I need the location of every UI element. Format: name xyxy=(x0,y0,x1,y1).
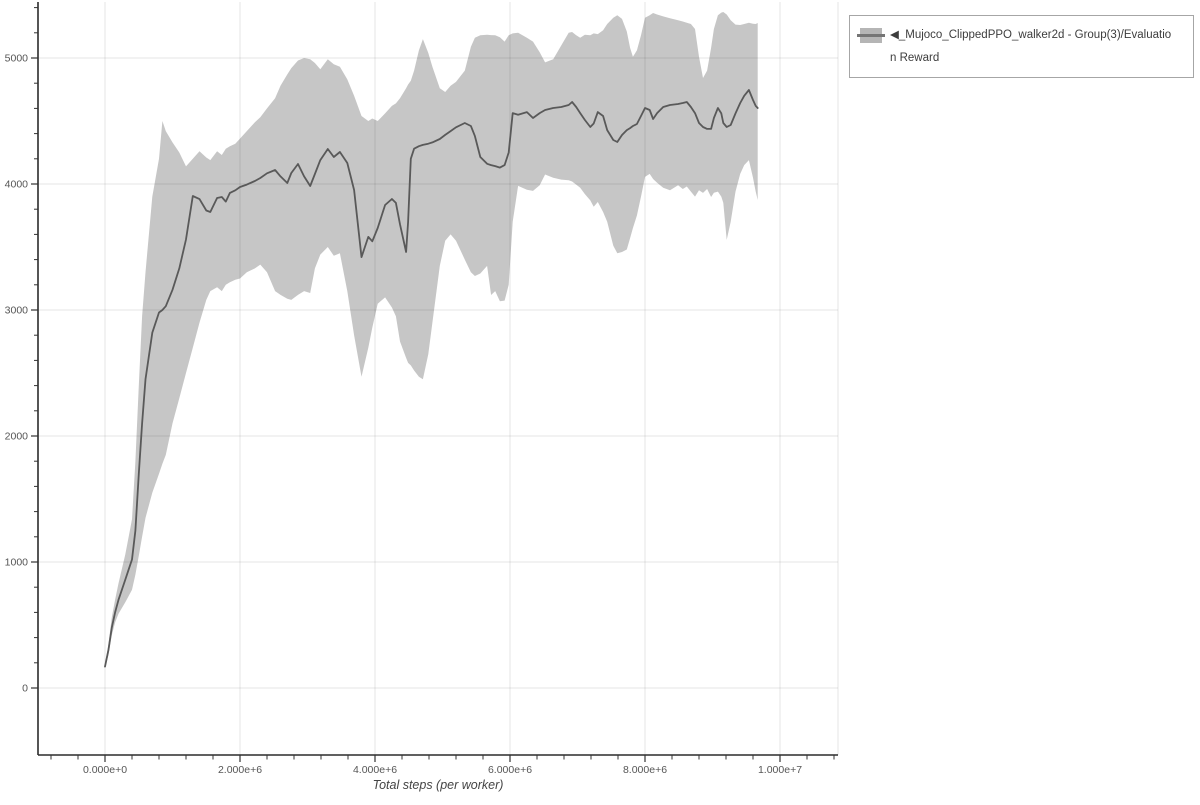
legend-item[interactable]: ◀_Mujoco_ClippedPPO_walker2d - Group(3)/… xyxy=(857,24,1183,70)
x-tick-label: 8.000e+6 xyxy=(623,764,667,776)
y-tick-label: 2000 xyxy=(5,431,29,443)
y-tick-label: 4000 xyxy=(5,179,29,191)
mean-reward-line xyxy=(104,89,759,668)
x-tick-label: 0.000e+0 xyxy=(83,764,127,776)
y-tick-label: 5000 xyxy=(5,53,29,65)
y-tick-label: 3000 xyxy=(5,305,29,317)
x-axis-title: Total steps (per worker) xyxy=(373,778,504,792)
x-tick-label: 4.000e+6 xyxy=(353,764,397,776)
legend-label-line1: ◀_Mujoco_ClippedPPO_walker2d - Group(3)/… xyxy=(890,29,1172,41)
y-tick-label: 0 xyxy=(22,683,28,695)
std-band xyxy=(105,12,758,668)
legend-label-line2: n Reward xyxy=(890,52,940,64)
legend[interactable]: ◀_Mujoco_ClippedPPO_walker2d - Group(3)/… xyxy=(849,15,1194,78)
legend-band-line-swatch xyxy=(857,28,885,43)
x-tick-label: 2.000e+6 xyxy=(218,764,262,776)
y-tick-label: 1000 xyxy=(5,557,29,569)
x-tick-label: 1.000e+7 xyxy=(758,764,802,776)
x-tick-label: 6.000e+6 xyxy=(488,764,532,776)
